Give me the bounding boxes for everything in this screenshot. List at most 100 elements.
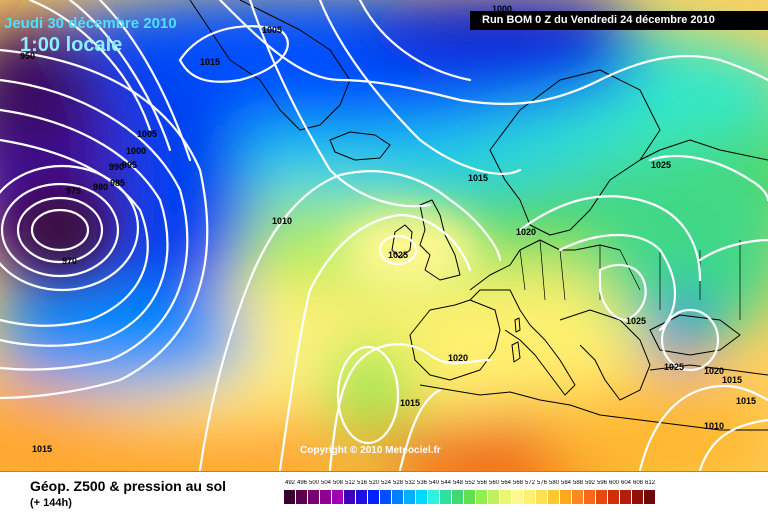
legend-swatch	[560, 490, 572, 504]
isobar-label: 1015	[468, 173, 488, 183]
isobar-label: 1000	[492, 4, 512, 14]
legend-swatch	[392, 490, 404, 504]
isobar-label: 1010	[704, 421, 724, 431]
legend-level-label: 520	[368, 480, 379, 486]
legend-swatch	[464, 490, 476, 504]
isobar-label: 1010	[272, 216, 292, 226]
legend-level-label: 568	[512, 480, 523, 486]
legend-level-label: 608	[632, 480, 643, 486]
legend-swatch	[536, 490, 548, 504]
isobar-label: 985	[110, 178, 125, 188]
legend-swatch	[584, 490, 596, 504]
coastlines	[189, 0, 768, 431]
legend-swatch	[488, 490, 500, 504]
legend-level-label: 524	[380, 480, 391, 486]
legend-swatch	[548, 490, 560, 504]
legend-swatch	[644, 490, 656, 504]
geopotential-map: 1005 1015 1005 1000 995 990 985 980 975 …	[0, 0, 768, 471]
isobar-label: 1005	[262, 25, 282, 35]
legend-swatch	[572, 490, 584, 504]
legend-swatch	[380, 490, 392, 504]
legend-swatch	[476, 490, 488, 504]
legend-level-label: 508	[332, 480, 343, 486]
legend-level-label: 596	[596, 480, 607, 486]
legend-swatch	[356, 490, 368, 504]
isobar-label: 1020	[448, 353, 468, 363]
legend-level-label: 588	[572, 480, 583, 486]
legend-level-label: 580	[548, 480, 559, 486]
isobar-label: 950	[20, 51, 35, 61]
legend-level-label: 576	[536, 480, 547, 486]
legend-swatch	[428, 490, 440, 504]
legend-level-label: 612	[644, 480, 655, 486]
legend-level-label: 592	[584, 480, 595, 486]
isobar-label: 995	[122, 160, 137, 170]
legend-swatch	[344, 490, 356, 504]
legend-level-label: 512	[344, 480, 355, 486]
legend-swatch	[500, 490, 512, 504]
isobar-label: 1015	[400, 398, 420, 408]
legend-swatch	[632, 490, 644, 504]
isobars	[0, 0, 768, 471]
legend-level-label: 556	[476, 480, 487, 486]
isobar-label: 1025	[626, 316, 646, 326]
legend-swatch	[368, 490, 380, 504]
legend-level-label: 500	[308, 480, 319, 486]
isobar-label: 1015	[200, 57, 220, 67]
color-legend: 492 496 500 504 508 512 516 520 524 528 532 536 540 5…	[284, 480, 752, 504]
forecast-time: 1:00 locale	[20, 34, 123, 56]
legend-level-label: 600	[608, 480, 619, 486]
isobar-label: 1015	[722, 375, 742, 385]
legend-labels: 492 496 500 504 508 512 516 520 524 528 532 536 540 5…	[284, 480, 752, 489]
legend-level-label: 552	[464, 480, 475, 486]
legend-level-label: 536	[416, 480, 427, 486]
isobar-labels: 1005 1015 1005 1000 995 990 985 980 975 …	[20, 4, 756, 454]
legend-swatch	[512, 490, 524, 504]
isobar-label: 1020	[516, 227, 536, 237]
isobar-label: 1015	[32, 444, 52, 454]
isobar-label: 1025	[664, 362, 684, 372]
map-footer: Géop. Z500 & pression au sol (+ 144h) 49…	[0, 471, 768, 512]
isobar-label: 1015	[736, 396, 756, 406]
legend-level-label: 572	[524, 480, 535, 486]
legend-level-label: 564	[500, 480, 511, 486]
isobar-label: 975	[66, 186, 81, 196]
legend-swatch	[524, 490, 536, 504]
legend-swatch	[620, 490, 632, 504]
isobar-label: 1000	[126, 146, 146, 156]
legend-level-label: 548	[452, 480, 463, 486]
legend-swatches	[284, 490, 752, 504]
isobar-label: 980	[93, 182, 108, 192]
legend-swatch	[296, 490, 308, 504]
legend-level-label: 540	[428, 480, 439, 486]
legend-swatch	[452, 490, 464, 504]
z500-color-field	[0, 0, 768, 471]
isobar-label: 1025	[388, 250, 408, 260]
legend-level-label: 528	[392, 480, 403, 486]
legend-level-label: 496	[296, 480, 307, 486]
isobar-label: 990	[109, 162, 124, 172]
legend-level-label: 504	[320, 480, 331, 486]
forecast-date: Jeudi 30 décembre 2010	[4, 15, 177, 32]
isobar-label: 970	[62, 256, 77, 266]
forecast-lead-time: (+ 144h)	[30, 497, 72, 509]
legend-swatch	[284, 490, 296, 504]
isobar-label: 1025	[651, 160, 671, 170]
isobar-label: 1005	[137, 129, 157, 139]
model-run-label: Run BOM 0 Z du Vendredi 24 décembre 2010	[470, 11, 768, 30]
legend-level-label: 532	[404, 480, 415, 486]
legend-level-label: 584	[560, 480, 571, 486]
legend-level-label: 604	[620, 480, 631, 486]
legend-swatch	[404, 490, 416, 504]
isobar-label: 1020	[704, 366, 724, 376]
legend-swatch	[608, 490, 620, 504]
legend-level-label: 516	[356, 480, 367, 486]
legend-swatch	[416, 490, 428, 504]
legend-swatch	[308, 490, 320, 504]
legend-level-label: 492	[284, 480, 295, 486]
legend-swatch	[440, 490, 452, 504]
copyright-notice: Copyright © 2010 Meteociel.fr	[300, 445, 441, 456]
legend-level-label: 544	[440, 480, 451, 486]
parameter-title: Géop. Z500 & pression au sol	[30, 478, 227, 494]
